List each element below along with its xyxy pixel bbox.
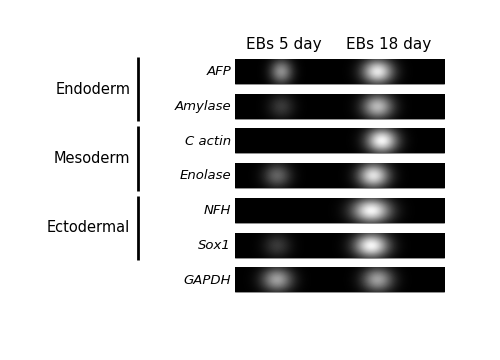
Bar — [235, 268, 444, 292]
Text: EBs 18 day: EBs 18 day — [346, 36, 432, 51]
Text: Enolase: Enolase — [180, 170, 231, 183]
Text: Sox1: Sox1 — [198, 239, 231, 252]
Text: Amylase: Amylase — [174, 100, 231, 113]
Text: AFP: AFP — [206, 65, 231, 78]
Bar — [235, 59, 444, 84]
Text: C actin: C actin — [185, 135, 231, 148]
Text: Endoderm: Endoderm — [56, 81, 130, 96]
Text: Mesoderm: Mesoderm — [54, 151, 130, 166]
Bar — [235, 129, 444, 153]
Text: EBs 5 day: EBs 5 day — [246, 36, 322, 51]
Text: Ectodermal: Ectodermal — [47, 220, 130, 235]
Bar — [235, 164, 444, 188]
Text: NFH: NFH — [204, 204, 231, 217]
Bar — [235, 94, 444, 118]
Bar — [235, 198, 444, 223]
Text: GAPDH: GAPDH — [184, 274, 231, 287]
Bar — [235, 233, 444, 257]
